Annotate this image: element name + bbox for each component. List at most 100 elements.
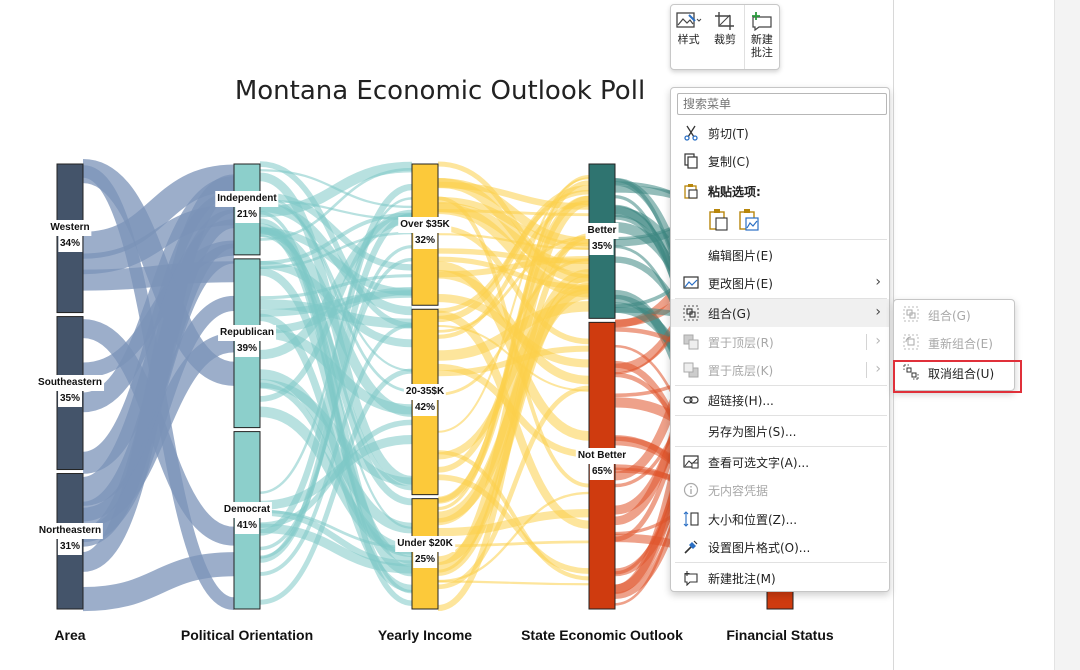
- menu-search-input[interactable]: [677, 93, 887, 115]
- submenu-item-ungroup[interactable]: 取消组合(U): [894, 359, 1014, 387]
- node-label: Republican 39%: [218, 325, 276, 358]
- submenu-item-regroup[interactable]: 重新组合(E): [894, 329, 1014, 357]
- menu-item-cut[interactable]: 剪切(T): [671, 119, 889, 147]
- new-comment-label-1: 新建: [750, 34, 773, 46]
- menu-item-save-as-picture[interactable]: 另存为图片(S)...: [671, 417, 889, 445]
- paste-as-picture-icon[interactable]: [738, 208, 760, 237]
- node-label: Independent 21%: [215, 191, 279, 224]
- group-icon: [682, 304, 700, 322]
- node-name: Over $35K: [398, 216, 452, 233]
- menu-item-bring-to-front[interactable]: 置于顶层(R) ›: [671, 328, 889, 356]
- sankey-link: [259, 523, 413, 574]
- menu-label-edit-picture: 编辑图片(E): [708, 248, 773, 263]
- node-percent: 35%: [589, 239, 614, 256]
- paste-icon: [682, 182, 700, 200]
- sankey-link: [81, 158, 236, 386]
- picture-mini-toolbar: 样式 裁剪 新建 批注: [670, 4, 780, 70]
- new-comment-button[interactable]: 新建 批注: [743, 5, 779, 69]
- copy-icon: [682, 152, 700, 170]
- chevron-right-icon: ›: [875, 304, 881, 320]
- submenu-item-group[interactable]: 组合(G): [894, 301, 1014, 329]
- menu-separator: [675, 446, 887, 447]
- menu-item-view-alt-text[interactable]: 查看可选文字(A)...: [671, 448, 889, 476]
- menu-item-new-comment[interactable]: 新建批注(M): [671, 564, 889, 592]
- sankey-link: [437, 450, 590, 581]
- node-name: Independent: [215, 191, 279, 208]
- crop-button[interactable]: 裁剪: [707, 5, 742, 69]
- sankey-link: [437, 509, 590, 537]
- menu-separator: [675, 298, 887, 299]
- node-label: 20-35$K 42%: [403, 383, 447, 416]
- paste-keep-format-icon[interactable]: [708, 208, 730, 237]
- menu-item-size-position[interactable]: 大小和位置(Z)...: [671, 505, 889, 533]
- bring-to-front-icon: [682, 333, 700, 351]
- chevron-right-icon: ›: [875, 361, 881, 377]
- regroup-icon: [903, 334, 921, 352]
- style-label: 样式: [677, 34, 700, 46]
- node-name: Under $20K: [395, 535, 455, 552]
- node-name: Southeastern: [36, 375, 104, 392]
- menu-item-hyperlink[interactable]: 超链接(H)...: [671, 386, 889, 414]
- menu-item-edit-picture[interactable]: 编辑图片(E): [671, 241, 889, 269]
- sankey-link: [437, 301, 590, 361]
- node-name: Northeastern: [36, 523, 104, 540]
- sankey-link: [259, 227, 413, 491]
- sankey-link: [437, 491, 590, 583]
- stage-label: State Economic Outlook: [521, 627, 683, 643]
- node-name: Western: [48, 220, 92, 237]
- sankey-link: [259, 192, 413, 271]
- node-label: Under $20K 25%: [395, 535, 455, 568]
- menu-label-paste-options: 粘贴选项:: [708, 184, 761, 199]
- group-icon: [903, 306, 921, 324]
- menu-item-send-to-back[interactable]: 置于底层(K) ›: [671, 356, 889, 384]
- menu-label-size-position: 大小和位置(Z)...: [708, 512, 798, 527]
- node-percent: 35%: [57, 391, 82, 408]
- sankey-link: [259, 313, 413, 593]
- sankey-link: [259, 368, 413, 605]
- chevron-right-icon: ›: [875, 333, 881, 349]
- sankey-link: [82, 295, 235, 543]
- node-label: Democrat 41%: [221, 502, 273, 535]
- paste-option-buttons: [708, 208, 760, 237]
- sankey-link: [437, 233, 590, 612]
- menu-label-change-picture: 更改图片(E): [708, 276, 773, 291]
- node-percent: 42%: [412, 399, 438, 416]
- node-percent: 39%: [234, 341, 259, 358]
- vertical-scrollbar[interactable]: [1054, 0, 1080, 670]
- style-button[interactable]: 样式: [671, 5, 706, 69]
- send-to-back-icon: [682, 361, 700, 379]
- sankey-link: [82, 164, 235, 259]
- menu-item-change-picture[interactable]: 更改图片(E) ›: [671, 269, 889, 297]
- link-icon: [682, 391, 700, 409]
- node-name: 20-35$K: [403, 383, 447, 400]
- sankey-link: [259, 214, 413, 360]
- menu-label-format-picture: 设置图片格式(O)...: [708, 540, 811, 555]
- menu-label-cut: 剪切(T): [708, 126, 749, 141]
- menu-item-copy[interactable]: 复制(C): [671, 147, 889, 175]
- menu-label-send-to-back: 置于底层(K): [708, 363, 774, 378]
- format-picture-icon: [682, 538, 700, 556]
- node-percent: 34%: [57, 236, 82, 253]
- size-position-icon: [682, 510, 700, 528]
- sankey-link: [437, 200, 590, 339]
- submenu-label-ungroup: 取消组合(U): [928, 366, 995, 381]
- context-menu: 剪切(T) 复制(C) 粘贴选项: 编辑图片(E) 更改图片(E) ›: [670, 87, 890, 592]
- sankey-link: [259, 197, 413, 494]
- menu-split-divider: [866, 362, 867, 378]
- menu-label-copy: 复制(C): [708, 154, 750, 169]
- sankey-link: [259, 245, 413, 559]
- menu-separator: [675, 385, 887, 386]
- node-percent: 41%: [234, 518, 260, 535]
- node-label: Not Better 65%: [575, 447, 629, 480]
- stage-label: Area: [54, 627, 86, 643]
- scissors-icon: [682, 124, 700, 142]
- menu-item-format-picture[interactable]: 设置图片格式(O)...: [671, 533, 889, 561]
- stage-label: Political Orientation: [180, 627, 314, 643]
- comment-icon: [682, 569, 700, 587]
- node-label: Better 35%: [585, 223, 619, 256]
- node-percent: 25%: [412, 551, 438, 568]
- node-name: Not Better: [575, 447, 629, 464]
- node-percent: 32%: [412, 232, 438, 249]
- menu-label-save-as-picture: 另存为图片(S)...: [708, 424, 797, 439]
- menu-item-group[interactable]: 组合(G) ›: [671, 299, 889, 327]
